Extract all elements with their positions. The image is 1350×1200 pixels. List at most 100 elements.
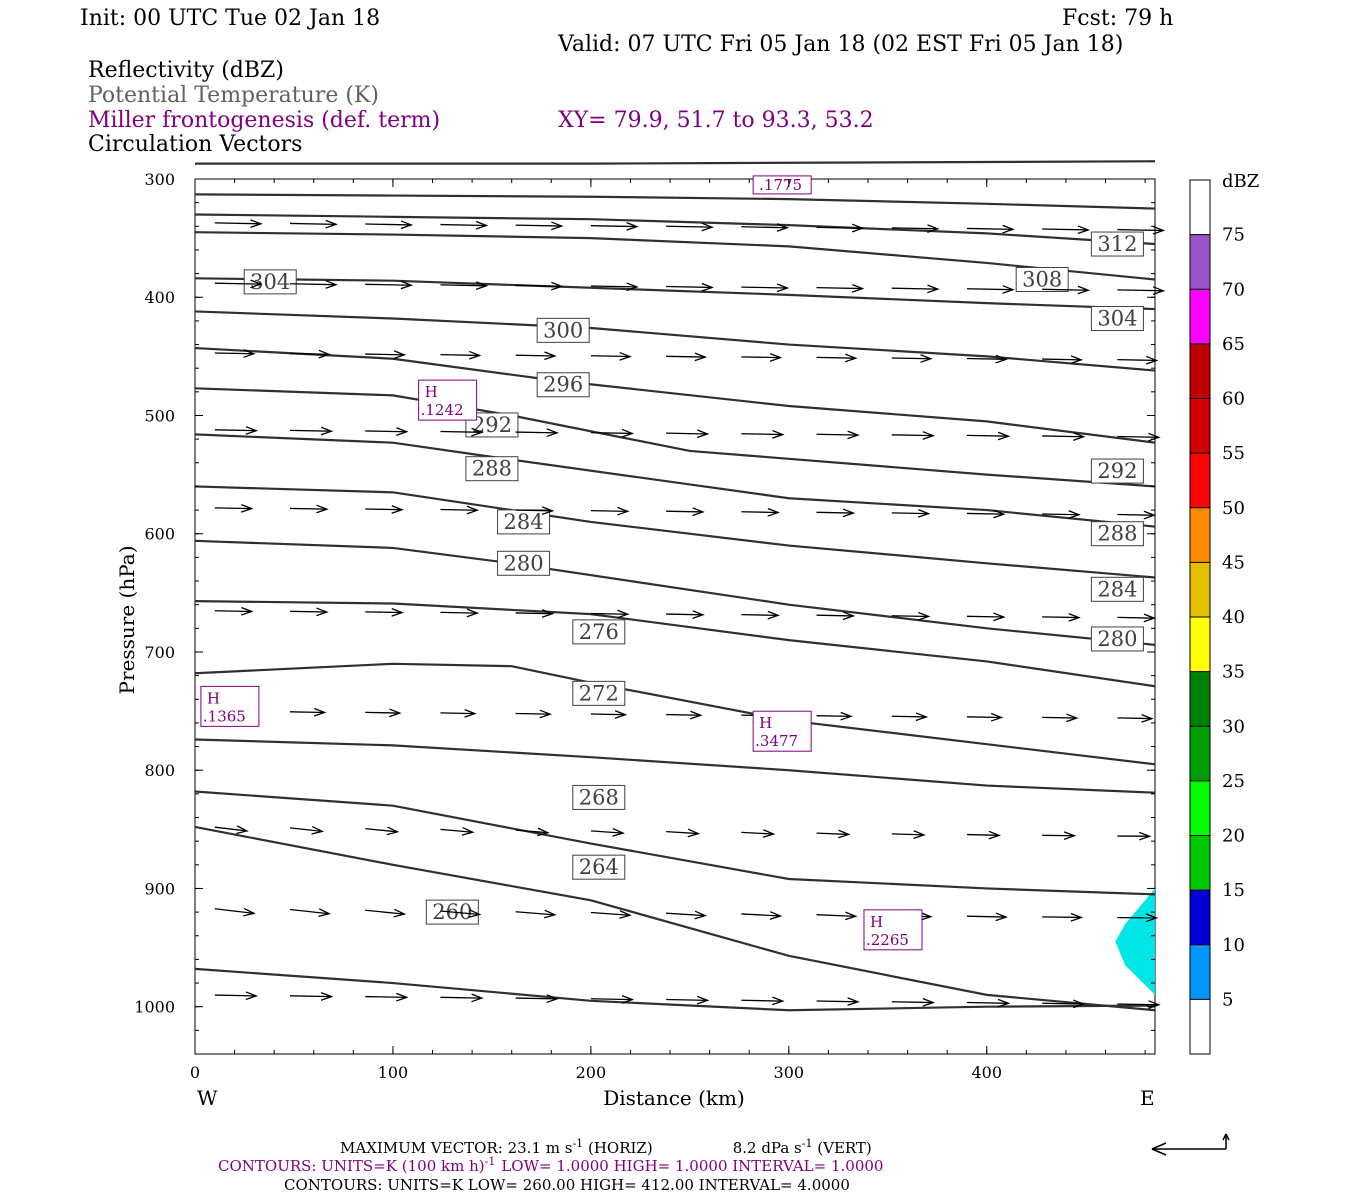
- colorbar-segment: [1190, 507, 1210, 563]
- frontogenesis-max-h: H: [870, 913, 883, 931]
- colorbar-tick-label: 30: [1222, 716, 1245, 737]
- frontogenesis-max-box: [752, 175, 812, 195]
- colorbar-segment: [1190, 289, 1210, 344]
- colorbar-segment: [1190, 180, 1210, 235]
- circulation-vector: [590, 506, 630, 516]
- colorbar-segment: [1190, 890, 1210, 945]
- circulation-vector: [365, 280, 414, 290]
- circulation-vector: [1042, 225, 1091, 235]
- y-tick-label: 500: [144, 406, 175, 425]
- frontogenesis-max-box: [200, 685, 260, 727]
- circulation-vector: [816, 829, 851, 839]
- xy-endpoints: XY= 79.9, 51.7 to 93.3, 53.2: [558, 108, 874, 133]
- circulation-vector: [666, 910, 708, 920]
- circulation-vector: [1042, 355, 1084, 365]
- circulation-vector: [966, 354, 1008, 364]
- circulation-vector: [365, 505, 404, 514]
- colorbar-segment: [1190, 617, 1210, 672]
- colorbar-segment: [1190, 453, 1210, 508]
- colorbar-segment: [1190, 671, 1210, 727]
- contour-label-box: [497, 550, 551, 576]
- circulation-vector: [816, 911, 858, 921]
- contour-label-box: [465, 456, 519, 482]
- theta-contour: [194, 193, 1156, 210]
- circulation-vector: [440, 427, 484, 437]
- circulation-vector: [289, 219, 338, 229]
- circulation-vector: [1042, 285, 1091, 295]
- field-reflectivity: Reflectivity (dBZ): [88, 58, 284, 83]
- theta-contour: [194, 346, 1156, 444]
- y-tick-label: 400: [144, 288, 175, 307]
- colorbar: 75 70 65 60 55 50 45 40 35 30 25 20 15 10 5: [1189, 179, 1245, 1055]
- circulation-vector: [666, 222, 714, 232]
- circulation-vector: [515, 994, 559, 1004]
- circulation-vector: [590, 710, 628, 719]
- colorbar-tick-label: 75: [1222, 225, 1245, 246]
- contour-label: 276: [579, 620, 619, 644]
- colorbar-segment: [1190, 398, 1210, 454]
- contour-label: 308: [1022, 268, 1062, 292]
- contour-label: 304: [250, 270, 290, 294]
- frontogenesis-max-box: [863, 909, 923, 951]
- circulation-vector: [214, 279, 263, 289]
- circulation-vector: [741, 429, 785, 439]
- contour-label: 312: [1097, 232, 1137, 256]
- circulation-vector: [1117, 714, 1154, 723]
- theta-contour: [194, 213, 1156, 246]
- theta-contour: [194, 310, 1156, 372]
- frontogenesis-max-value: .1365: [203, 707, 246, 725]
- colorbar-segment: [1190, 562, 1210, 617]
- circulation-vector: [741, 353, 783, 362]
- contour-label-box: [572, 619, 626, 645]
- circulation-vector: [1117, 355, 1159, 365]
- circulation-vector: [1117, 913, 1159, 923]
- circulation-vector: [891, 284, 940, 294]
- theta-contour: [194, 277, 1156, 311]
- circulation-vector: [966, 998, 1011, 1008]
- contour-label: 280: [1097, 627, 1137, 651]
- contour-label-box: [1090, 521, 1144, 547]
- circulation-vector: [289, 992, 334, 1001]
- field-vectors: Circulation Vectors: [88, 132, 302, 157]
- footer-contours-fronto: CONTOURS: UNITS=K (100 km h)-1 LOW= 1.000…: [218, 1155, 883, 1175]
- circulation-vector: [214, 825, 249, 835]
- circulation-vector: [440, 350, 482, 360]
- y-tick-label: 700: [144, 643, 175, 662]
- contour-label: 264: [579, 855, 619, 879]
- colorbar-tick-label: 5: [1222, 989, 1233, 1010]
- circulation-vector: [440, 909, 482, 918]
- frontogenesis-max-value: .3477: [755, 732, 798, 750]
- theta-contour: [194, 485, 1156, 579]
- colorbar-unit: dBZ: [1222, 171, 1259, 192]
- circulation-vector: [365, 992, 409, 1002]
- circulation-vector: [365, 708, 402, 718]
- circulation-vector: [891, 224, 940, 233]
- circulation-vector: [1117, 225, 1166, 235]
- circulation-vector: [966, 712, 1004, 722]
- circulation-vector: [365, 350, 407, 360]
- reflectivity-region: [1115, 888, 1155, 995]
- circulation-vector: [365, 908, 407, 918]
- circulation-vector: [440, 827, 475, 836]
- contour-label: 272: [579, 681, 619, 705]
- circulation-vector: [891, 431, 936, 440]
- field-frontogenesis: Miller frontogenesis (def. term): [88, 108, 440, 133]
- circulation-vector: [891, 509, 931, 518]
- theta-contour: [194, 231, 1156, 281]
- circulation-vector: [214, 219, 263, 228]
- colorbar-tick-label: 35: [1222, 662, 1245, 683]
- circulation-vector: [365, 427, 409, 436]
- contour-label-box: [572, 784, 626, 810]
- circulation-vector: [1042, 999, 1086, 1009]
- circulation-vector: [214, 606, 254, 616]
- x-end-west: W: [197, 1086, 218, 1110]
- circulation-vector: [816, 611, 856, 621]
- circulation-vector: [214, 426, 259, 435]
- x-axis-label: Distance (km): [603, 1086, 745, 1110]
- colorbar-segment: [1190, 343, 1210, 399]
- colorbar-segment: [1190, 780, 1210, 836]
- x-end-east: E: [1140, 1086, 1155, 1110]
- frontogenesis-max-box: [418, 379, 478, 421]
- circulation-vector: [289, 607, 329, 617]
